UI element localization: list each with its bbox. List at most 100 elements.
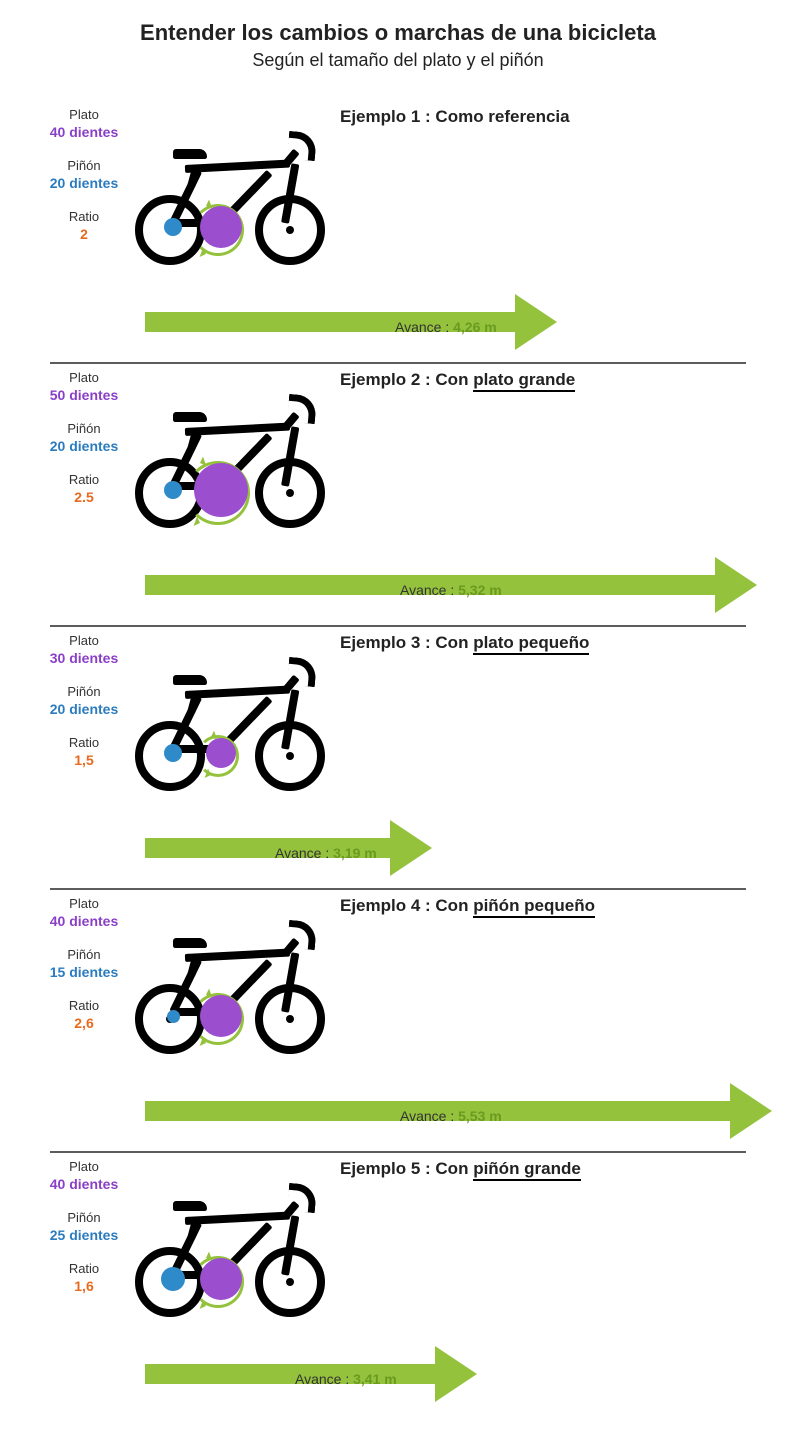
spec-label: Piñón [34,1210,134,1225]
sprocket-icon [164,481,182,499]
chainring-icon [200,206,242,248]
advance-label-text: Avance : [295,1371,353,1387]
handlebar-icon [287,657,317,687]
spec-label: Piñón [34,158,134,173]
advance-label: Avance : 3,41 m [295,1371,397,1387]
spec-label: Ratio [34,472,134,487]
bicycle-icon [135,924,325,1054]
example-5: Ejemplo 5 : Con piñón grandePlato40 dien… [20,1153,776,1406]
spec-label: Piñón [34,421,134,436]
frame-toptube [185,423,290,436]
spec-label: Ratio [34,735,134,750]
saddle-icon [173,938,207,948]
spec-value: 40 dientes [34,124,134,140]
saddle-icon [173,412,207,422]
advance-label: Avance : 5,32 m [400,582,502,598]
spec-plato: Plato 40 dientes [34,1159,134,1192]
spec-label: Plato [34,107,134,122]
chainring-icon [200,1258,242,1300]
spec-value: 25 dientes [34,1227,134,1243]
spec-value: 1,6 [34,1278,134,1294]
advance-value: 3,19 m [333,845,377,861]
specs-column: Plato 40 dientes Piñón 25 dientes Ratio 1,6 [34,1159,134,1312]
spec-label: Piñón [34,684,134,699]
advance-label-text: Avance : [400,1108,458,1124]
bicycle-icon [135,661,325,791]
example-4: Ejemplo 4 : Con piñón pequeñoPlato40 die… [20,890,776,1143]
handlebar-icon [287,131,317,161]
spec-value: 20 dientes [34,438,134,454]
saddle-icon [173,149,207,159]
arrow-head-icon [435,1346,477,1402]
page-title: Entender los cambios o marchas de una bi… [20,20,776,46]
spec-value: 1,5 [34,752,134,768]
bicycle-icon [135,398,325,528]
arrow-head-icon [390,820,432,876]
handlebar-icon [287,394,317,424]
spec-ratio: Ratio 1,6 [34,1261,134,1294]
handlebar-icon [287,920,317,950]
spec-plato: Plato 30 dientes [34,633,134,666]
spec-ratio: Ratio2.5 [34,472,134,505]
example-3: Ejemplo 3 : Con plato pequeñoPlato30 die… [20,627,776,880]
spec-label: Ratio [34,1261,134,1276]
spec-value: 2 [34,226,134,242]
bicycle-icon [135,135,325,265]
example-1: Ejemplo 1 : Como referenciaPlato40 dient… [20,101,776,354]
spec-label: Plato [34,1159,134,1174]
frame-toptube [185,1212,290,1225]
spec-pinon: Piñón 20 dientes [34,158,134,191]
frame-toptube [185,686,290,699]
spec-value: 40 dientes [34,1176,134,1192]
advance-label-text: Avance : [275,845,333,861]
advance-value: 3,41 m [353,1371,397,1387]
spec-value: 2,6 [34,1015,134,1031]
arrow-head-icon [515,294,557,350]
arrow-head-icon [715,557,757,613]
spec-value: 20 dientes [34,701,134,717]
stage: Avance : 4,26 m [130,107,756,332]
saddle-icon [173,1201,207,1211]
sprocket-icon [167,1010,180,1023]
spec-value: 20 dientes [34,175,134,191]
stage: Avance : 3,19 m [130,633,756,858]
advance-value: 4,26 m [453,319,497,335]
spec-pinon: Piñón15 dientes [34,947,134,980]
specs-column: Plato 40 dientes Piñón 20 dientes Ratio 2 [34,107,134,260]
stage: Avance : 5,53 m [130,896,756,1121]
spec-label: Plato [34,370,134,385]
chainring-icon [200,995,242,1037]
frame-toptube [185,160,290,173]
spec-ratio: Ratio 1,5 [34,735,134,768]
spec-label: Piñón [34,947,134,962]
stage: Avance : 3,41 m [130,1159,756,1384]
spec-value: 30 dientes [34,650,134,666]
spec-label: Plato [34,633,134,648]
page-subtitle: Según el tamaño del plato y el piñón [20,50,776,71]
advance-label: Avance : 3,19 m [275,845,377,861]
specs-column: Plato 50 dientes Piñón 20 dientes Ratio2.5 [34,370,134,523]
spec-label: Ratio [34,209,134,224]
advance-label: Avance : 4,26 m [395,319,497,335]
specs-column: Plato 40 dientes Piñón15 dientes Ratio 2,6 [34,896,134,1049]
chainring-icon [194,463,248,517]
spec-value: 50 dientes [34,387,134,403]
frame-toptube [185,949,290,962]
example-2: Ejemplo 2 : Con plato grandePlato50 dien… [20,364,776,617]
spec-value: 40 dientes [34,913,134,929]
spec-pinon: Piñón 25 dientes [34,1210,134,1243]
spec-label: Ratio [34,998,134,1013]
spec-plato: Plato 40 dientes [34,896,134,929]
saddle-icon [173,675,207,685]
advance-label: Avance : 5,53 m [400,1108,502,1124]
bicycle-icon [135,1187,325,1317]
chainring-icon [206,738,236,768]
spec-pinon: Piñón 20 dientes [34,684,134,717]
stage: Avance : 5,32 m [130,370,756,595]
specs-column: Plato 30 dientes Piñón 20 dientes Ratio 1,5 [34,633,134,786]
spec-pinon: Piñón 20 dientes [34,421,134,454]
spec-ratio: Ratio 2 [34,209,134,242]
spec-label: Plato [34,896,134,911]
advance-label-text: Avance : [400,582,458,598]
sprocket-icon [164,218,182,236]
